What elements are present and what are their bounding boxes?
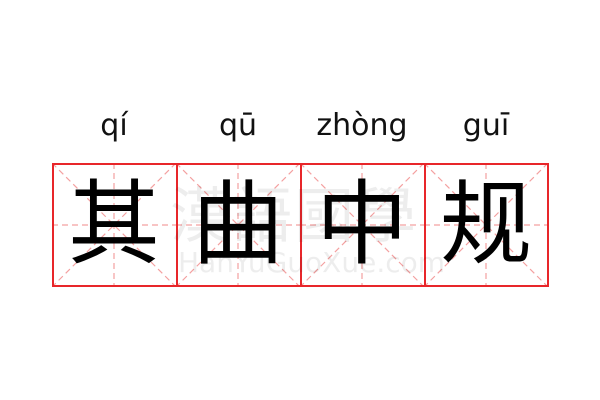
character: 中 xyxy=(315,171,408,278)
grid-cell: 规 xyxy=(424,163,548,287)
grid-cell: 其 xyxy=(52,163,176,287)
grid-cell: 曲 xyxy=(176,163,300,287)
guide-lines xyxy=(424,163,548,287)
guide-lines xyxy=(52,163,176,287)
character: 其 xyxy=(67,171,160,278)
guide-lines xyxy=(300,163,424,287)
pinyin-4: guī xyxy=(462,108,510,143)
grid-cell: 中 xyxy=(300,163,424,287)
character: 规 xyxy=(439,171,532,278)
guide-lines xyxy=(176,163,300,287)
pinyin-2: qū xyxy=(218,108,258,143)
pinyin-3: zhòng xyxy=(316,108,408,143)
character: 曲 xyxy=(191,171,284,278)
grid-frame xyxy=(52,163,549,287)
pinyin-1: qí xyxy=(100,108,128,143)
